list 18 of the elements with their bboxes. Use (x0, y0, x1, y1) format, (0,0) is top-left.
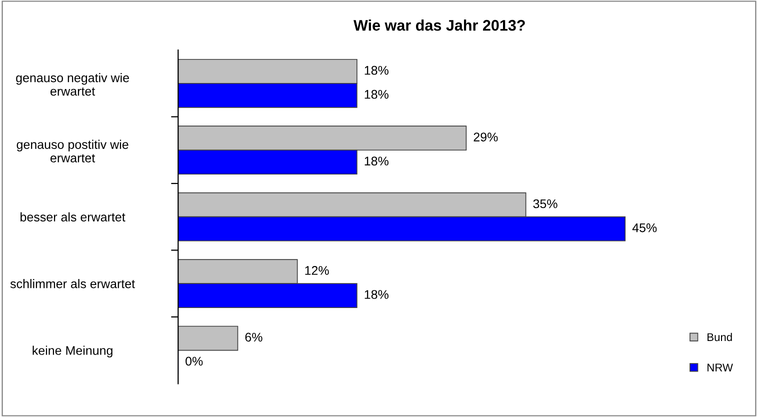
data-label: 18% (364, 290, 388, 299)
data-label: 18% (364, 156, 388, 166)
data-label: 35% (533, 199, 558, 208)
y-tick-label: keine Meinung (32, 346, 112, 358)
data-label: 29% (474, 132, 498, 142)
data-label: 0% (186, 356, 203, 366)
data-label: 45% (632, 223, 657, 232)
y-tick-label: genauso postitiv wie erwartet (16, 140, 128, 162)
legend-label: NRW (708, 364, 733, 372)
data-label: 12% (305, 266, 329, 275)
data-label: 18% (364, 90, 388, 99)
data-label: 6% (245, 332, 262, 342)
y-tick-label: genauso negativ wie erwartet (16, 73, 129, 96)
y-tick-label: besser als erwartet (20, 212, 126, 222)
data-label: 18% (364, 66, 388, 75)
y-tick-label: schlimmer als erwartet (10, 279, 135, 288)
legend-label: Bund (708, 332, 732, 342)
chart-title: Wie war das Jahr 2013? (354, 20, 525, 31)
